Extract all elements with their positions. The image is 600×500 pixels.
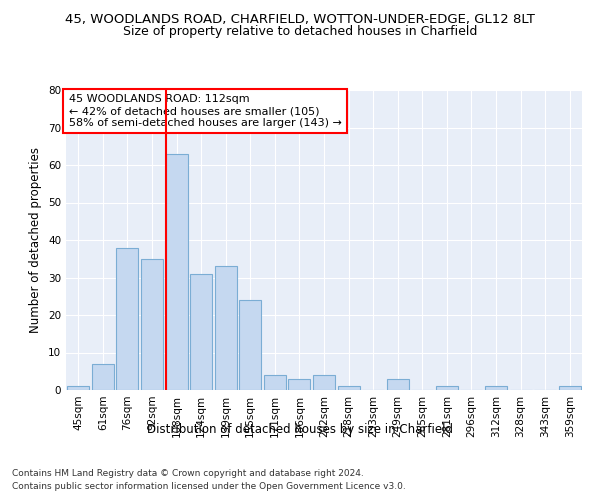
Text: 45, WOODLANDS ROAD, CHARFIELD, WOTTON-UNDER-EDGE, GL12 8LT: 45, WOODLANDS ROAD, CHARFIELD, WOTTON-UN… — [65, 12, 535, 26]
Text: 45 WOODLANDS ROAD: 112sqm
← 42% of detached houses are smaller (105)
58% of semi: 45 WOODLANDS ROAD: 112sqm ← 42% of detac… — [68, 94, 341, 128]
Bar — [166, 154, 188, 390]
Bar — [264, 375, 286, 390]
Bar — [239, 300, 262, 390]
Bar — [338, 386, 359, 390]
Bar — [485, 386, 507, 390]
Bar — [559, 386, 581, 390]
Bar — [289, 379, 310, 390]
Bar — [141, 259, 163, 390]
Bar — [215, 266, 237, 390]
Text: Contains HM Land Registry data © Crown copyright and database right 2024.: Contains HM Land Registry data © Crown c… — [12, 468, 364, 477]
Text: Distribution of detached houses by size in Charfield: Distribution of detached houses by size … — [147, 422, 453, 436]
Bar — [190, 274, 212, 390]
Y-axis label: Number of detached properties: Number of detached properties — [29, 147, 43, 333]
Bar — [67, 386, 89, 390]
Bar — [436, 386, 458, 390]
Text: Contains public sector information licensed under the Open Government Licence v3: Contains public sector information licen… — [12, 482, 406, 491]
Bar — [92, 364, 114, 390]
Bar — [386, 379, 409, 390]
Bar — [116, 248, 139, 390]
Text: Size of property relative to detached houses in Charfield: Size of property relative to detached ho… — [123, 25, 477, 38]
Bar — [313, 375, 335, 390]
